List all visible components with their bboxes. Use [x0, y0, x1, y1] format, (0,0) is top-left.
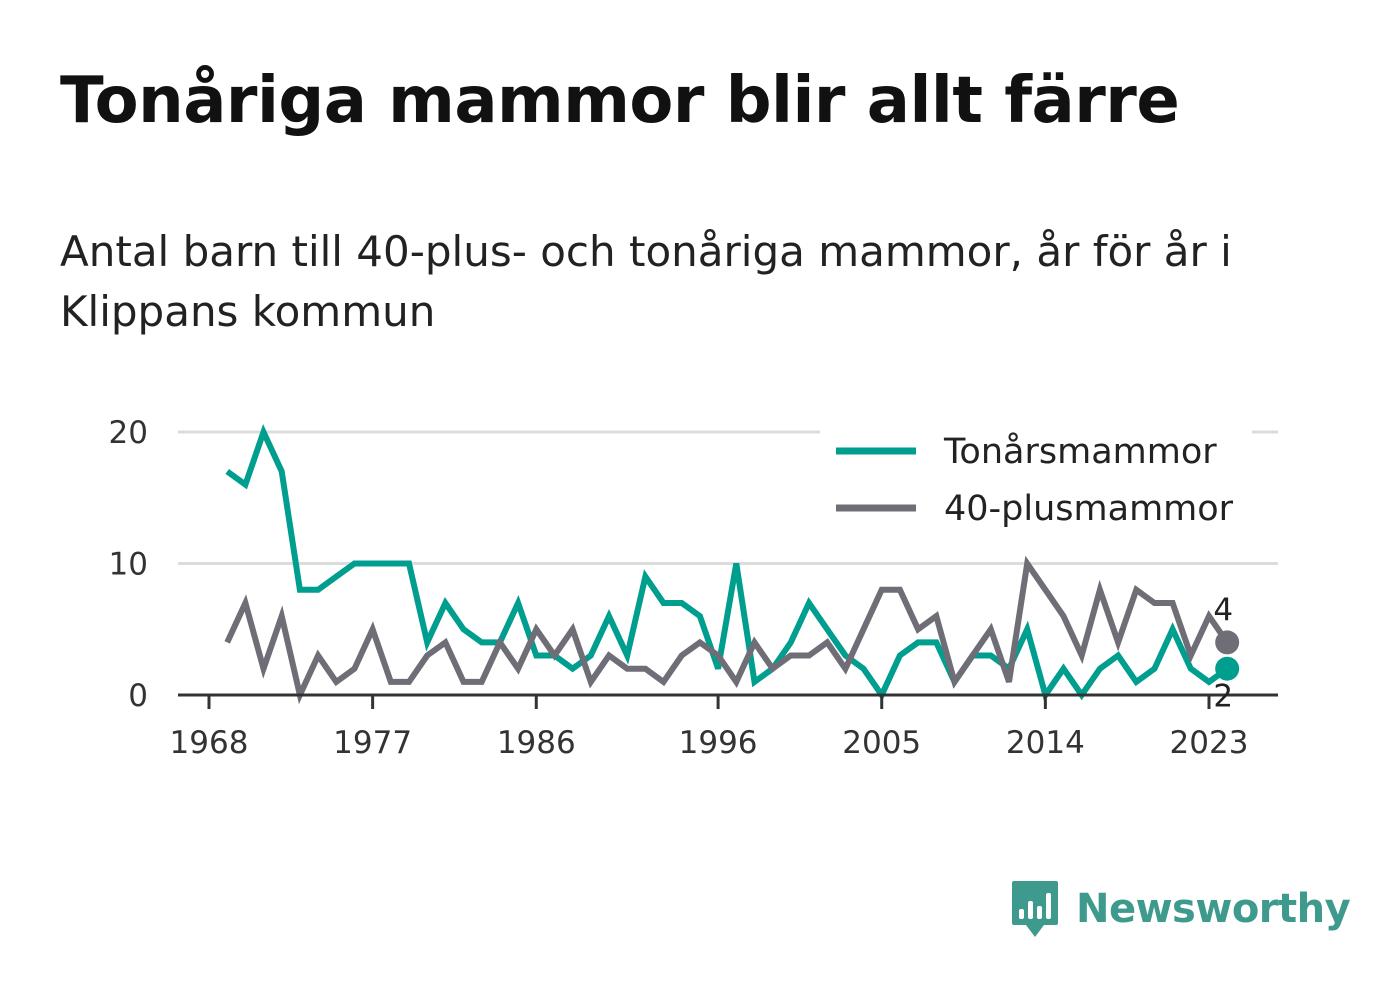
chart-subtitle: Antal barn till 40-plus- och tonåriga ma…	[60, 227, 1232, 336]
series-layer	[224, 423, 1230, 705]
end-markers: 42	[1213, 592, 1240, 715]
bar-chart-icon	[1012, 881, 1058, 937]
legend: Tonårsmammor 40-plusmammor	[820, 426, 1252, 538]
end-marker-40-plusmammor	[1215, 630, 1240, 655]
series-line-tonarsmammor	[225, 423, 1229, 702]
axis-layer: 0 10 20 1968 1977 1986 1996 2005 2014 2023	[109, 415, 1278, 761]
brand-name: Newsworthy	[1076, 886, 1351, 932]
x-tick-label: 1977	[333, 725, 412, 761]
end-marker-tonarsmammor	[1215, 656, 1240, 681]
y-tick-label: 0	[128, 678, 148, 714]
y-tick-label: 20	[109, 415, 148, 451]
series-line-40-plusmammor	[224, 555, 1230, 705]
x-tick-label: 2014	[1006, 725, 1085, 761]
x-tick-label: 2023	[1170, 725, 1249, 761]
end-label-tonarsmammor: 2	[1213, 679, 1233, 715]
x-tick-label: 2005	[842, 725, 921, 761]
y-tick-label: 10	[109, 547, 148, 583]
legend-background	[820, 426, 1252, 538]
legend-label: Tonårsmammor	[943, 431, 1217, 472]
chart-title: Tonåriga mammor blir allt färre	[60, 64, 1180, 138]
x-tick-label: 1996	[679, 725, 758, 761]
end-label-40-plusmammor: 4	[1213, 592, 1233, 628]
newsworthy-logo: Newsworthy	[1010, 878, 1351, 940]
x-tick-label: 1986	[497, 725, 576, 761]
x-tick-label: 1968	[170, 725, 249, 761]
legend-label: 40-plusmammor	[944, 489, 1234, 529]
